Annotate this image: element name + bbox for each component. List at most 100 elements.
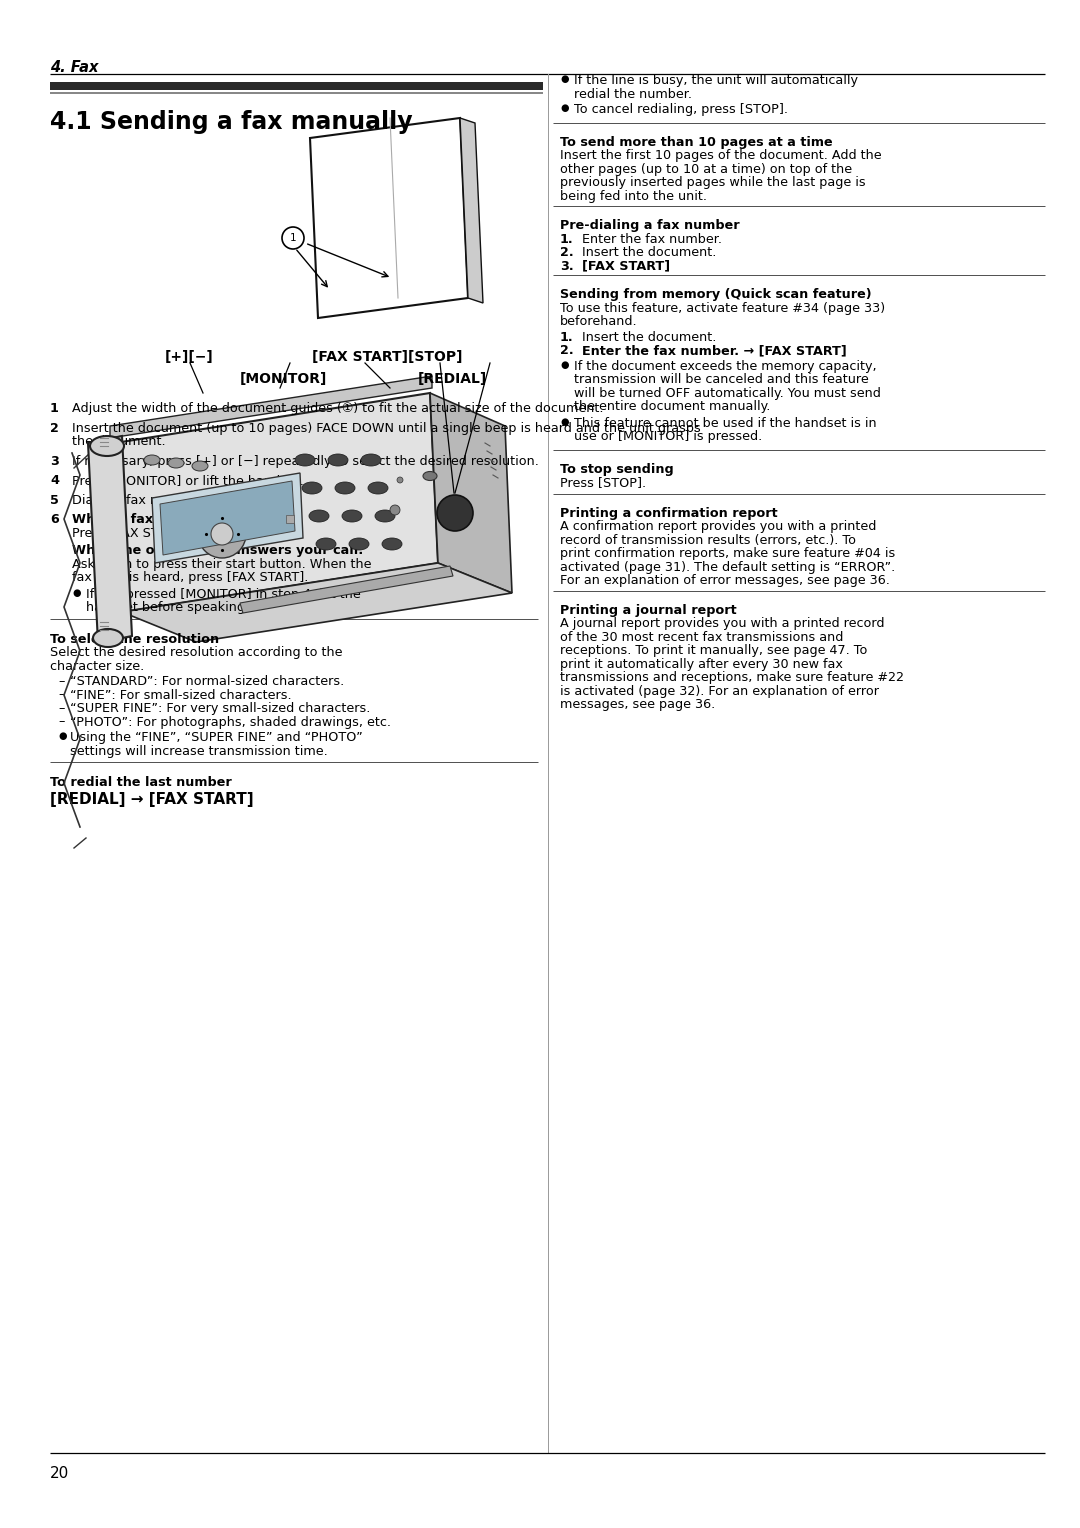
Text: 2.: 2. bbox=[561, 344, 573, 358]
Text: activated (page 31). The default setting is “ERROR”.: activated (page 31). The default setting… bbox=[561, 561, 895, 573]
Ellipse shape bbox=[90, 435, 124, 455]
Ellipse shape bbox=[342, 510, 362, 523]
Text: handset before speaking.: handset before speaking. bbox=[86, 601, 249, 614]
Text: –: – bbox=[58, 689, 65, 701]
Text: 1.: 1. bbox=[561, 232, 573, 246]
Text: redial the number.: redial the number. bbox=[573, 87, 692, 101]
Polygon shape bbox=[310, 118, 468, 318]
Text: Select the desired resolution according to the: Select the desired resolution according … bbox=[50, 646, 342, 659]
Polygon shape bbox=[87, 435, 132, 643]
Text: –: – bbox=[58, 701, 65, 715]
Polygon shape bbox=[240, 565, 453, 613]
Text: Printing a journal report: Printing a journal report bbox=[561, 604, 737, 616]
Ellipse shape bbox=[309, 510, 329, 523]
Text: If necessary, press [+] or [−] repeatedly to select the desired resolution.: If necessary, press [+] or [−] repeatedl… bbox=[72, 454, 539, 468]
Ellipse shape bbox=[93, 630, 123, 646]
Text: [FAX START][STOP]: [FAX START][STOP] bbox=[312, 350, 462, 364]
Ellipse shape bbox=[302, 481, 322, 494]
Text: If you pressed [MONITOR] in step 4, lift the: If you pressed [MONITOR] in step 4, lift… bbox=[86, 587, 361, 601]
Text: If the document exceeds the memory capacity,: If the document exceeds the memory capac… bbox=[573, 359, 877, 373]
Text: beforehand.: beforehand. bbox=[561, 315, 637, 329]
Text: “STANDARD”: For normal-sized characters.: “STANDARD”: For normal-sized characters. bbox=[70, 675, 345, 688]
Text: 4: 4 bbox=[50, 474, 59, 487]
Text: the entire document manually.: the entire document manually. bbox=[573, 400, 770, 413]
Text: [FAX START]: [FAX START] bbox=[582, 260, 670, 272]
Polygon shape bbox=[122, 562, 512, 642]
Text: “SUPER FINE”: For very small-sized characters.: “SUPER FINE”: For very small-sized chara… bbox=[70, 701, 370, 715]
Text: transmission will be canceled and this feature: transmission will be canceled and this f… bbox=[573, 373, 868, 387]
Bar bbox=[50, 83, 543, 90]
Ellipse shape bbox=[328, 454, 348, 466]
Circle shape bbox=[211, 523, 233, 545]
Text: Enter the fax number.: Enter the fax number. bbox=[582, 232, 723, 246]
Text: ●: ● bbox=[58, 730, 67, 741]
Text: 6: 6 bbox=[50, 513, 58, 526]
Text: 4.1 Sending a fax manually: 4.1 Sending a fax manually bbox=[50, 110, 413, 134]
Text: record of transmission results (errors, etc.). To: record of transmission results (errors, … bbox=[561, 533, 856, 547]
Ellipse shape bbox=[349, 538, 369, 550]
Ellipse shape bbox=[144, 455, 160, 465]
Text: When the other party answers your call:: When the other party answers your call: bbox=[72, 544, 363, 558]
Polygon shape bbox=[110, 376, 432, 439]
Ellipse shape bbox=[335, 481, 355, 494]
Text: print it automatically after every 30 new fax: print it automatically after every 30 ne… bbox=[561, 657, 842, 671]
Text: ●: ● bbox=[72, 587, 81, 597]
Text: is activated (page 32). For an explanation of error: is activated (page 32). For an explanati… bbox=[561, 685, 879, 697]
Ellipse shape bbox=[361, 454, 381, 466]
Text: To use this feature, activate feature #34 (page 33): To use this feature, activate feature #3… bbox=[561, 301, 886, 315]
Text: previously inserted pages while the last page is: previously inserted pages while the last… bbox=[561, 176, 866, 189]
Polygon shape bbox=[152, 474, 303, 562]
Text: Ask them to press their start button. When the: Ask them to press their start button. Wh… bbox=[72, 558, 372, 570]
Text: [+][−]: [+][−] bbox=[165, 350, 214, 364]
Text: 20: 20 bbox=[50, 1465, 69, 1481]
Text: 1: 1 bbox=[50, 402, 59, 416]
Ellipse shape bbox=[368, 481, 388, 494]
Text: 2: 2 bbox=[50, 422, 59, 434]
Text: Press [FAX START].: Press [FAX START]. bbox=[72, 527, 191, 539]
Text: 1: 1 bbox=[289, 232, 296, 243]
Text: –: – bbox=[58, 715, 65, 729]
Text: For an explanation of error messages, see page 36.: For an explanation of error messages, se… bbox=[561, 575, 890, 587]
Polygon shape bbox=[460, 118, 483, 303]
Text: being fed into the unit.: being fed into the unit. bbox=[561, 189, 707, 203]
Ellipse shape bbox=[316, 538, 336, 550]
Bar bbox=[50, 92, 543, 95]
Text: Sending from memory (Quick scan feature): Sending from memory (Quick scan feature) bbox=[561, 287, 872, 301]
Bar bbox=[286, 515, 294, 523]
Text: 1.: 1. bbox=[561, 330, 573, 344]
Text: 4. Fax: 4. Fax bbox=[50, 60, 98, 75]
Text: If the line is busy, the unit will automatically: If the line is busy, the unit will autom… bbox=[573, 73, 858, 87]
Text: ●: ● bbox=[561, 102, 568, 113]
Text: settings will increase transmission time.: settings will increase transmission time… bbox=[70, 744, 327, 758]
Text: other pages (up to 10 at a time) on top of the: other pages (up to 10 at a time) on top … bbox=[561, 162, 852, 176]
Text: will be turned OFF automatically. You must send: will be turned OFF automatically. You mu… bbox=[573, 387, 881, 399]
Text: Press [STOP].: Press [STOP]. bbox=[561, 477, 646, 489]
Text: of the 30 most recent fax transmissions and: of the 30 most recent fax transmissions … bbox=[561, 631, 843, 643]
Text: “PHOTO”: For photographs, shaded drawings, etc.: “PHOTO”: For photographs, shaded drawing… bbox=[70, 715, 391, 729]
Text: Using the “FINE”, “SUPER FINE” and “PHOTO”: Using the “FINE”, “SUPER FINE” and “PHOT… bbox=[70, 730, 363, 744]
Text: use or [MONITOR] is pressed.: use or [MONITOR] is pressed. bbox=[573, 429, 762, 443]
Text: When a fax tone is heard:: When a fax tone is heard: bbox=[72, 513, 258, 526]
Text: 2.: 2. bbox=[561, 246, 573, 260]
Text: messages, see page 36.: messages, see page 36. bbox=[561, 698, 715, 711]
Text: To redial the last number: To redial the last number bbox=[50, 776, 232, 788]
Text: 3.: 3. bbox=[561, 260, 573, 272]
Ellipse shape bbox=[382, 538, 402, 550]
Text: [MONITOR]: [MONITOR] bbox=[240, 371, 327, 387]
Text: ●: ● bbox=[561, 359, 568, 370]
Text: “FINE”: For small-sized characters.: “FINE”: For small-sized characters. bbox=[70, 689, 292, 701]
Text: To select the resolution: To select the resolution bbox=[50, 633, 219, 645]
Text: ●: ● bbox=[561, 73, 568, 84]
Text: print confirmation reports, make sure feature #04 is: print confirmation reports, make sure fe… bbox=[561, 547, 895, 559]
Text: This feature cannot be used if the handset is in: This feature cannot be used if the hands… bbox=[573, 417, 877, 429]
Text: A journal report provides you with a printed record: A journal report provides you with a pri… bbox=[561, 617, 885, 630]
Text: transmissions and receptions, make sure feature #22: transmissions and receptions, make sure … bbox=[561, 671, 904, 685]
Text: fax tone is heard, press [FAX START].: fax tone is heard, press [FAX START]. bbox=[72, 571, 309, 584]
Polygon shape bbox=[430, 393, 512, 593]
Ellipse shape bbox=[295, 454, 315, 466]
Circle shape bbox=[390, 504, 400, 515]
Text: –: – bbox=[58, 675, 65, 688]
Text: 5: 5 bbox=[50, 494, 59, 506]
Text: receptions. To print it manually, see page 47. To: receptions. To print it manually, see pa… bbox=[561, 643, 867, 657]
Circle shape bbox=[397, 477, 403, 483]
